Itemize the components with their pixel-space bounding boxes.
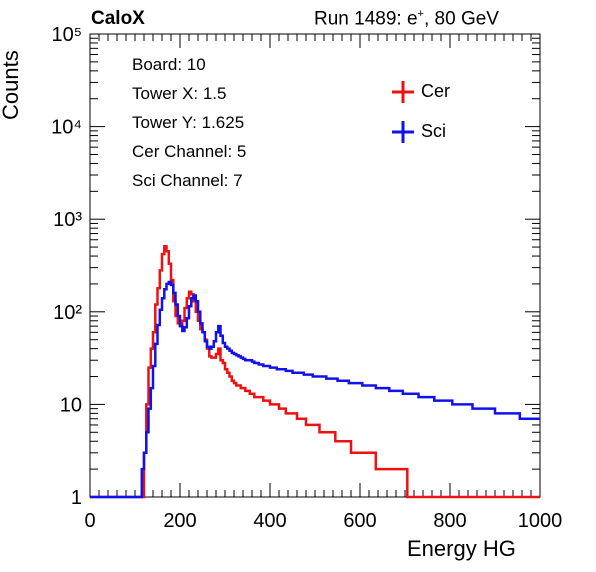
- legend-label-cer: Cer: [421, 81, 451, 101]
- y-tick-label: 10⁵: [51, 24, 82, 46]
- x-tick-label: 600: [343, 510, 376, 532]
- x-tick-label: 0: [84, 510, 95, 532]
- x-tick-label: 800: [433, 510, 466, 532]
- y-tick-label: 10²: [53, 302, 82, 324]
- axis-ticks: [89, 33, 541, 498]
- y-tick-label: 10⁴: [51, 117, 82, 139]
- x-axis-label: Energy HG: [407, 536, 516, 561]
- run-info-label: Run 1489: e+, 80 GeV: [314, 8, 499, 30]
- legend-marks: [392, 81, 414, 143]
- y-tick-label: 1: [71, 487, 82, 509]
- histogram-curves: [90, 245, 540, 499]
- info-line: Tower Y: 1.625: [132, 113, 245, 132]
- series-cer-curve: [90, 245, 540, 499]
- y-tick-label: 10³: [53, 209, 82, 231]
- info-line: Cer Channel: 5: [132, 142, 247, 161]
- legend-label-sci: Sci: [421, 121, 447, 141]
- x-tick-label: 200: [163, 510, 196, 532]
- y-tick-label: 10: [60, 394, 82, 416]
- x-tick-label: 400: [253, 510, 286, 532]
- info-line: Tower X: 1.5: [132, 84, 227, 103]
- info-line: Sci Channel: 7: [132, 171, 243, 190]
- series-sci-curve: [90, 280, 540, 499]
- y-axis-label: Counts: [0, 50, 23, 120]
- x-tick-label: 1000: [518, 510, 563, 532]
- experiment-label: CaloX: [91, 8, 145, 29]
- tick-labels: 0 200 400 600 800 1000 1 10 10² 10³ 10⁴ 10⁵: [51, 24, 562, 532]
- info-line: Board: 10: [132, 55, 206, 74]
